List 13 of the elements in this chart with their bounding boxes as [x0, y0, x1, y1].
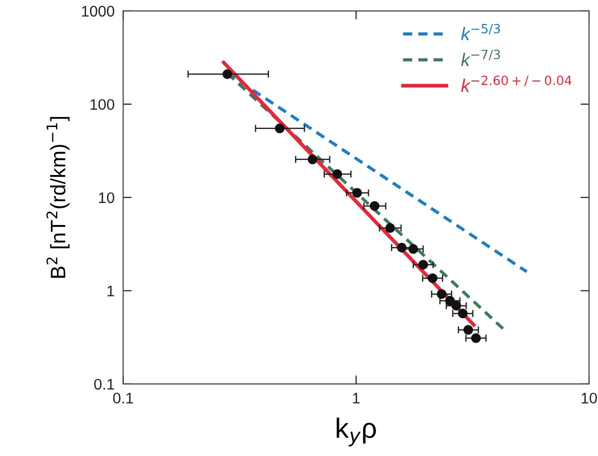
- x-axis-title: k$_{y}$ρ: [336, 418, 376, 446]
- x-tick-label: 10: [582, 392, 597, 404]
- x-tick-label: 1: [353, 392, 360, 404]
- y-tick-label: 1000: [82, 6, 114, 17]
- y-tick-label: 100: [90, 99, 114, 110]
- y-tick-label: 0.1: [94, 378, 114, 390]
- legend-label: k$^{−7/3}$: [461, 50, 500, 66]
- y-tick-label: 1: [108, 286, 114, 296]
- y-tick-label: 10: [99, 192, 114, 204]
- x-tick-label: 0.1: [113, 392, 134, 404]
- y-axis-title: B$^{2}$ [nT$^{2}$(rd/km)$^{−1}$]: [46, 117, 70, 278]
- legend-label: k$^{−5/3}$: [461, 24, 500, 40]
- legend-label: k$^{−2.60+/−0.04}$: [461, 76, 572, 92]
